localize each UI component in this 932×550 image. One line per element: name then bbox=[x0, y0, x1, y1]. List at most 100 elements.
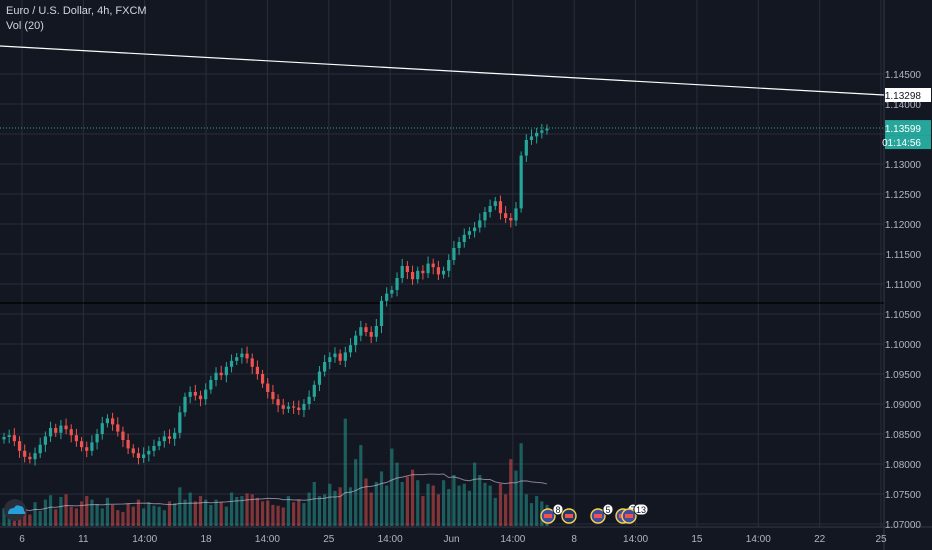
volume-bar bbox=[514, 470, 518, 526]
candle bbox=[478, 213, 482, 233]
x-tick-label: 25 bbox=[323, 534, 335, 545]
candle-body bbox=[69, 429, 73, 436]
candle bbox=[240, 347, 244, 364]
volume-bar bbox=[452, 474, 456, 526]
x-tick-label: Jun bbox=[443, 534, 459, 545]
candle-body bbox=[157, 441, 161, 446]
chart-title[interactable]: Euro / U.S. Dollar, 4h, FXCM bbox=[6, 5, 147, 17]
countdown-value: 01:14:56 bbox=[882, 138, 921, 149]
candle-body bbox=[317, 371, 322, 385]
candle-body bbox=[214, 372, 218, 380]
flag-event-icon: 13 bbox=[621, 503, 649, 524]
candle-body bbox=[431, 263, 435, 268]
candle bbox=[28, 452, 32, 464]
volume-bar bbox=[323, 494, 327, 526]
candle bbox=[276, 394, 280, 413]
candle-body bbox=[28, 456, 32, 460]
grid-layer bbox=[0, 0, 884, 527]
candle-body bbox=[74, 435, 79, 442]
candle bbox=[441, 266, 446, 279]
candle bbox=[426, 256, 430, 279]
candle-body bbox=[426, 263, 430, 274]
indicator-label[interactable]: Vol (20) bbox=[6, 20, 44, 32]
candle bbox=[266, 377, 270, 399]
candle bbox=[79, 437, 84, 452]
last-price-value: 1.13599 bbox=[885, 124, 922, 135]
candle bbox=[504, 206, 508, 223]
candle-body bbox=[323, 362, 327, 372]
candle-body bbox=[483, 212, 487, 221]
trendline-layer bbox=[0, 45, 885, 129]
candle-body bbox=[405, 266, 409, 272]
candle-body bbox=[452, 248, 456, 260]
y-tick-label: 1.07000 bbox=[885, 520, 922, 531]
candle-body bbox=[354, 335, 358, 346]
candle bbox=[436, 260, 441, 281]
volume-bar bbox=[209, 504, 213, 526]
volume-bar bbox=[348, 487, 353, 526]
candle bbox=[23, 444, 27, 463]
volume-bar bbox=[69, 506, 73, 526]
candle-body bbox=[271, 392, 275, 400]
candle-body bbox=[245, 353, 249, 359]
candle-body bbox=[209, 380, 213, 390]
candle bbox=[545, 124, 549, 135]
candle bbox=[116, 417, 120, 437]
candle-body bbox=[105, 418, 110, 424]
candle-body bbox=[509, 218, 513, 221]
candle-body bbox=[100, 423, 104, 434]
candle bbox=[493, 197, 497, 211]
candle bbox=[405, 261, 409, 280]
volume-bar bbox=[436, 494, 441, 526]
volume-bar bbox=[297, 499, 301, 526]
candle bbox=[229, 354, 234, 373]
candle-body bbox=[348, 345, 353, 353]
volume-bar bbox=[286, 496, 291, 526]
x-tick-label: 22 bbox=[814, 534, 826, 545]
candle-body bbox=[204, 389, 208, 400]
candle-body bbox=[333, 353, 337, 358]
candle bbox=[152, 439, 156, 457]
candle bbox=[48, 421, 53, 443]
candle-body bbox=[338, 353, 342, 361]
candle-body bbox=[38, 444, 42, 454]
volume-bar bbox=[214, 499, 218, 526]
event-layer: 85713 bbox=[4, 499, 649, 524]
candle-body bbox=[286, 406, 291, 409]
candle bbox=[69, 424, 73, 443]
candle bbox=[328, 352, 332, 370]
volume-bar bbox=[131, 506, 135, 526]
candle-body bbox=[23, 450, 27, 457]
candle-body bbox=[54, 428, 58, 433]
candle-body bbox=[95, 434, 99, 443]
volume-bar bbox=[354, 459, 358, 526]
volume-bar bbox=[524, 494, 528, 526]
candle-body bbox=[328, 357, 332, 362]
candle bbox=[142, 447, 146, 463]
x-tick-label: 14:00 bbox=[500, 534, 525, 545]
candle-body bbox=[255, 366, 260, 374]
volume-bar bbox=[385, 485, 389, 526]
candle-body bbox=[2, 437, 6, 440]
volume-bar bbox=[64, 494, 68, 526]
candle bbox=[359, 320, 363, 342]
volume-bar bbox=[369, 492, 373, 526]
candle-body bbox=[85, 447, 89, 451]
volume-bar bbox=[235, 496, 239, 526]
candle-body bbox=[343, 352, 347, 361]
y-tick-label: 1.09000 bbox=[885, 400, 922, 411]
candle-body bbox=[188, 392, 192, 397]
candle bbox=[416, 266, 420, 284]
volume-bar bbox=[17, 514, 22, 526]
trendline-value: 1.13298 bbox=[885, 91, 922, 102]
volume-bar bbox=[229, 492, 234, 526]
candle bbox=[173, 427, 177, 446]
volume-bar bbox=[276, 505, 280, 526]
last-price-tag: 1.13599 bbox=[885, 120, 931, 136]
candle-body bbox=[152, 446, 156, 451]
trendline-tag-bg bbox=[885, 88, 931, 102]
candle bbox=[379, 295, 384, 334]
candle-body bbox=[312, 384, 316, 397]
trendline-tag: 1.13298 bbox=[885, 88, 931, 102]
